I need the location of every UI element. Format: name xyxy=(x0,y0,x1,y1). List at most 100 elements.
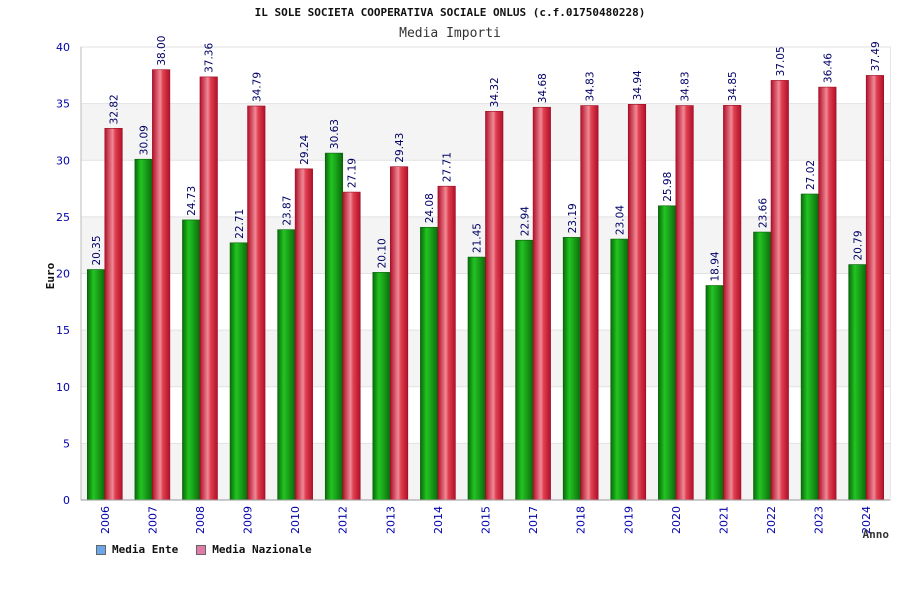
bar-media-ente xyxy=(182,219,201,501)
bar-media-ente xyxy=(134,158,153,501)
data-label-media-ente: 30.09 xyxy=(139,125,151,155)
bar-media-ente xyxy=(324,152,344,501)
y-tick-label: 0 xyxy=(63,494,70,507)
x-tick-label: 2009 xyxy=(242,506,255,534)
data-label-media-nazionale: 34.94 xyxy=(632,70,644,100)
data-label-media-ente: 22.71 xyxy=(234,209,246,239)
bar-media-nazionale xyxy=(675,105,694,501)
data-label-media-nazionale: 32.82 xyxy=(109,94,121,124)
x-tick-label: 2013 xyxy=(384,506,397,534)
x-tick-label: 2012 xyxy=(337,506,350,534)
data-label-media-ente: 20.79 xyxy=(852,230,864,260)
data-label-media-nazionale: 29.43 xyxy=(394,133,406,163)
bar-media-ente xyxy=(658,205,677,501)
chart-subtitle: Media Importi xyxy=(399,26,501,41)
data-label-media-nazionale: 34.32 xyxy=(489,77,501,107)
y-tick-label: 35 xyxy=(56,98,70,111)
y-tick-label: 20 xyxy=(56,268,70,281)
bar-media-nazionale xyxy=(532,106,551,501)
x-axis: 2006 2007 2008 2009 2010 2012 2013 2014 2015 2017… xyxy=(81,499,890,534)
data-label-media-ente: 25.98 xyxy=(662,172,674,202)
y-tick-label: 25 xyxy=(56,211,70,224)
data-label-media-ente: 23.87 xyxy=(281,196,293,226)
data-label-media-ente: 23.19 xyxy=(567,203,579,233)
data-label-media-ente: 22.94 xyxy=(519,206,531,236)
bar-media-nazionale xyxy=(580,105,599,501)
data-label-media-ente: 23.04 xyxy=(615,205,627,235)
bar-media-nazionale xyxy=(485,111,504,501)
bar-media-ente xyxy=(610,238,629,501)
bar-media-ente xyxy=(562,237,581,501)
x-tick-label: 2006 xyxy=(99,506,112,534)
bar-media-ente xyxy=(420,226,439,501)
data-label-media-nazionale: 37.05 xyxy=(775,46,787,76)
x-axis-label: Anno xyxy=(863,528,890,541)
legend-item-nazionale: Media Nazionale xyxy=(196,543,312,556)
x-tick-label: 2024 xyxy=(860,506,873,534)
bar-media-ente xyxy=(229,242,248,501)
bar-media-ente xyxy=(86,269,106,501)
x-tick-label: 2015 xyxy=(480,506,493,534)
data-label-media-nazionale: 36.46 xyxy=(822,53,834,83)
data-label-media-nazionale: 34.83 xyxy=(584,71,596,101)
bar-media-nazionale xyxy=(390,166,409,501)
y-tick-label: 15 xyxy=(56,324,70,337)
data-label-media-ente: 24.08 xyxy=(424,193,436,223)
bar-media-nazionale xyxy=(627,104,647,501)
bar-media-ente xyxy=(753,231,772,501)
x-tick-label: 2008 xyxy=(194,506,207,534)
legend: Media Ente Media Nazionale xyxy=(96,543,312,556)
chart-title: IL SOLE SOCIETA COOPERATIVA SOCIALE ONLU… xyxy=(254,6,646,19)
data-label-media-ente: 24.73 xyxy=(186,186,198,216)
y-axis: 0 5 10 15 20 25 30 35 40 xyxy=(56,41,82,507)
bar-media-ente xyxy=(467,256,486,501)
legend-swatch-nazionale xyxy=(196,544,207,555)
legend-label-nazionale: Media Nazionale xyxy=(212,543,312,556)
x-tick-label: 2023 xyxy=(813,506,826,534)
bar-media-nazionale xyxy=(104,128,123,501)
data-label-media-nazionale: 34.83 xyxy=(680,71,692,101)
x-tick-label: 2018 xyxy=(575,506,588,534)
x-tick-label: 2017 xyxy=(527,506,540,534)
data-label-media-nazionale: 37.36 xyxy=(204,43,216,73)
bar-media-ente xyxy=(848,264,867,501)
y-tick-label: 5 xyxy=(63,437,70,450)
bar-media-nazionale xyxy=(770,80,789,501)
bar-media-ente xyxy=(372,272,391,501)
data-label-media-nazionale: 27.71 xyxy=(442,152,454,182)
data-label-media-nazionale: 34.79 xyxy=(251,72,263,102)
bar-media-ente xyxy=(705,285,724,501)
x-tick-label: 2020 xyxy=(670,506,683,534)
bar-media-nazionale xyxy=(723,105,742,501)
y-tick-label: 10 xyxy=(56,381,70,394)
x-tick-label: 2007 xyxy=(146,506,159,534)
data-label-media-ente: 21.45 xyxy=(472,223,484,253)
y-tick-label: 40 xyxy=(56,41,70,54)
legend-swatch-ente xyxy=(96,544,106,555)
bar-media-nazionale xyxy=(247,105,266,501)
y-axis-label: Euro xyxy=(44,262,57,289)
y-tick-label: 30 xyxy=(56,154,70,167)
bar-media-nazionale xyxy=(294,168,313,501)
bar-media-ente xyxy=(800,193,819,501)
bar-media-nazionale xyxy=(865,75,885,501)
bar-media-ente xyxy=(515,239,534,501)
data-label-media-ente: 18.94 xyxy=(710,251,722,281)
data-label-media-nazionale: 29.24 xyxy=(299,134,311,164)
bar-media-ente xyxy=(277,229,296,501)
data-label-media-ente: 20.35 xyxy=(91,235,103,265)
bar-media-nazionale xyxy=(199,76,218,501)
data-label-media-ente: 30.63 xyxy=(329,119,341,149)
data-label-media-nazionale: 34.68 xyxy=(537,73,549,103)
x-tick-label: 2014 xyxy=(432,506,445,534)
x-tick-label: 2021 xyxy=(717,506,730,534)
bar-media-nazionale xyxy=(437,185,456,501)
data-label-media-ente: 27.02 xyxy=(805,160,817,190)
x-tick-label: 2019 xyxy=(622,506,635,534)
bar-media-nazionale xyxy=(342,191,361,501)
data-label-media-nazionale: 34.85 xyxy=(727,71,739,101)
legend-label-ente: Media Ente xyxy=(112,543,179,556)
x-tick-label: 2010 xyxy=(289,506,302,534)
